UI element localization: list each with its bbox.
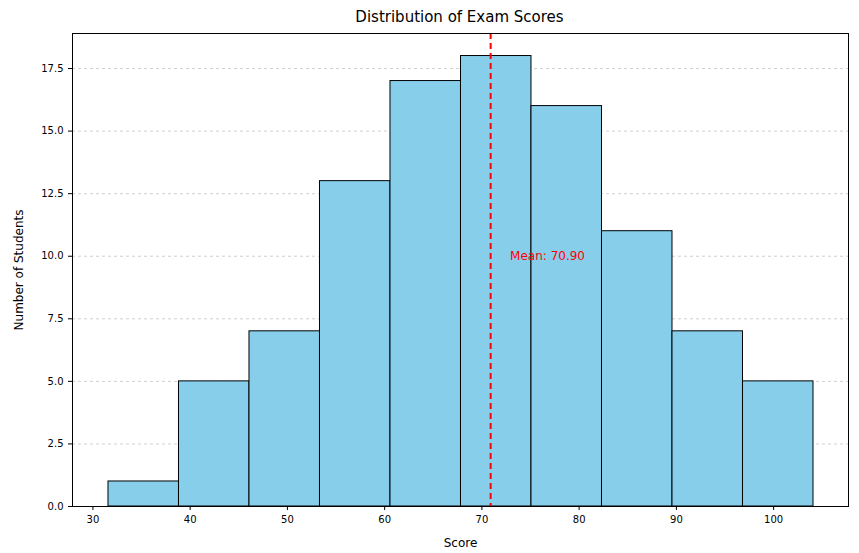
svg-text:70: 70: [476, 514, 489, 525]
svg-text:40: 40: [184, 514, 197, 525]
svg-text:12.5: 12.5: [41, 188, 63, 199]
svg-text:17.5: 17.5: [41, 63, 63, 74]
svg-text:Score: Score: [444, 536, 478, 550]
svg-text:50: 50: [281, 514, 294, 525]
svg-text:90: 90: [670, 514, 683, 525]
svg-text:Number of Students: Number of Students: [12, 210, 26, 331]
svg-text:30: 30: [87, 514, 100, 525]
svg-text:5.0: 5.0: [48, 376, 64, 387]
svg-text:100: 100: [764, 514, 783, 525]
html-text:Distribution of Exam Scores: Distribution of Exam Scores: [355, 8, 564, 26]
svg-text:80: 80: [573, 514, 586, 525]
svg-text:60: 60: [378, 514, 391, 525]
svg-text:Mean: 70.90: Mean: 70.90: [510, 249, 585, 263]
svg-text:0.0: 0.0: [48, 501, 64, 512]
svg-text:7.5: 7.5: [48, 313, 64, 324]
svg-text:2.5: 2.5: [48, 438, 64, 449]
svg-text:10.0: 10.0: [41, 250, 63, 261]
svg-text:15.0: 15.0: [41, 125, 63, 136]
